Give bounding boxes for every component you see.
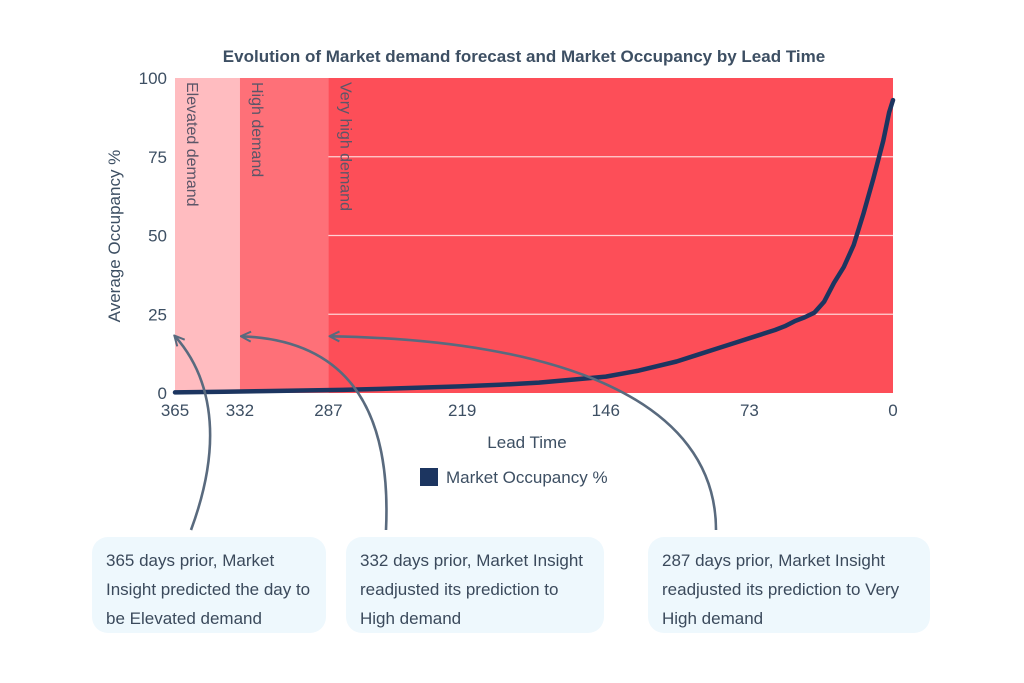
series-layer bbox=[172, 97, 896, 395]
callout-287-days: 287 days prior, Market Insight readjuste… bbox=[648, 537, 930, 633]
x-tick-label: 365 bbox=[161, 401, 189, 420]
region-label-2: Very high demand bbox=[336, 82, 353, 211]
callout-text: 365 days prior, Market Insight predicted… bbox=[106, 551, 311, 628]
y-tick-label: 50 bbox=[148, 227, 167, 246]
x-tick-label: 287 bbox=[314, 401, 342, 420]
x-axis-label: Lead Time bbox=[487, 433, 566, 452]
x-tick-label: 219 bbox=[448, 401, 476, 420]
callout-arrow-2 bbox=[330, 336, 718, 531]
y-tick-labels: 0 25 50 75 100 bbox=[139, 69, 167, 403]
x-tick-label: 332 bbox=[226, 401, 254, 420]
callout-arrow-1 bbox=[242, 336, 388, 531]
x-tick-labels: 365 332 287 219 146 73 0 bbox=[161, 401, 898, 420]
legend-label: Market Occupancy % bbox=[446, 468, 608, 487]
chart-title: Evolution of Market demand forecast and … bbox=[223, 47, 825, 66]
region-labels: Elevated demand High demand Very high dema… bbox=[183, 82, 353, 211]
callout-332-days: 332 days prior, Market Insight readjuste… bbox=[346, 537, 604, 633]
legend: Market Occupancy % bbox=[420, 468, 608, 487]
region-band-1 bbox=[239, 78, 329, 393]
y-tick-label: 0 bbox=[158, 384, 167, 403]
y-tick-label: 100 bbox=[139, 69, 167, 88]
callout-arrows bbox=[175, 336, 718, 531]
legend-swatch bbox=[420, 468, 438, 486]
callout-text: 287 days prior, Market Insight readjuste… bbox=[662, 551, 900, 628]
gridlines bbox=[328, 156, 893, 315]
callout-365-days: 365 days prior, Market Insight predicted… bbox=[92, 537, 326, 633]
region-label-0: Elevated demand bbox=[183, 82, 200, 207]
y-tick-label: 75 bbox=[148, 148, 167, 167]
y-tick-label: 25 bbox=[148, 305, 167, 324]
callout-text: 332 days prior, Market Insight readjuste… bbox=[360, 551, 584, 628]
x-tick-label: 73 bbox=[740, 401, 759, 420]
x-tick-label: 146 bbox=[592, 401, 620, 420]
series-line-0 bbox=[172, 97, 896, 395]
y-axis-label: Average Occupancy % bbox=[105, 150, 124, 323]
callout-arrow-0 bbox=[175, 336, 212, 531]
region-label-1: High demand bbox=[248, 82, 265, 177]
region-band-0 bbox=[175, 78, 240, 393]
x-tick-label: 0 bbox=[888, 401, 897, 420]
